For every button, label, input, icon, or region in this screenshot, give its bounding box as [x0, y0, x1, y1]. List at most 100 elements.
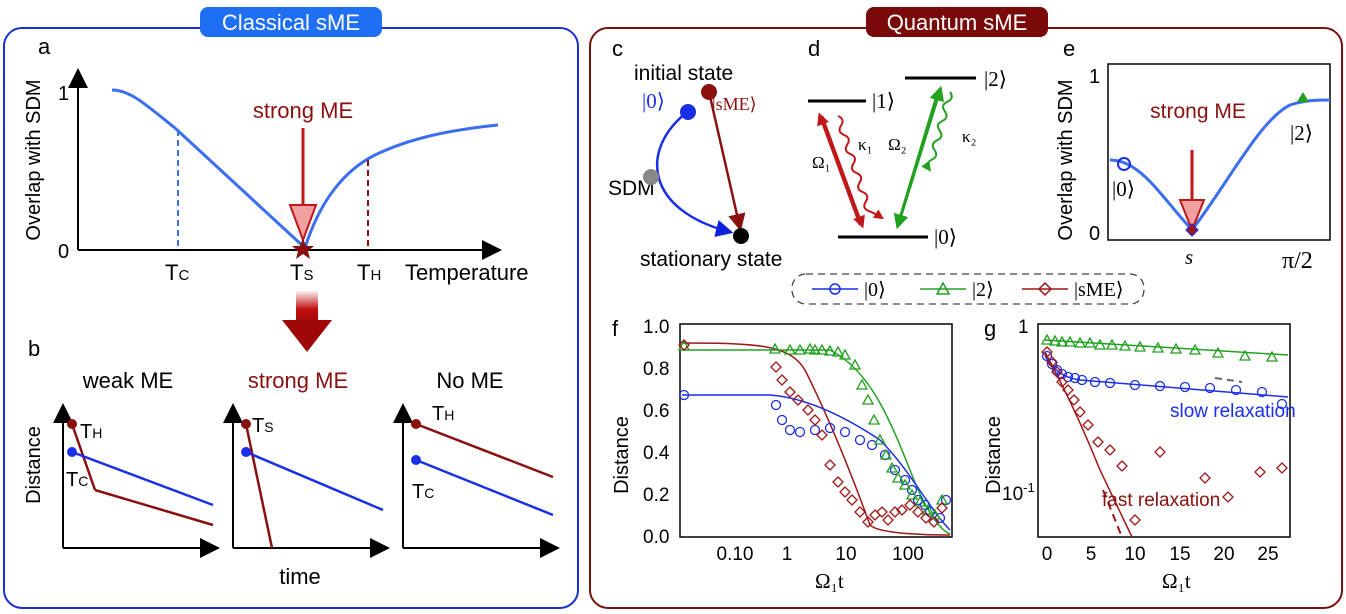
b-sub-strong: strong ME TS	[223, 368, 390, 558]
marker-circle	[866, 439, 878, 451]
marker-triangle	[928, 508, 942, 520]
f-xlabel: Ω₁t	[815, 569, 844, 593]
e-y0: 0	[1089, 223, 1100, 245]
c-initial: initial state	[634, 62, 733, 85]
marker-circle	[889, 464, 901, 476]
g-ytick-1: 1	[1018, 317, 1029, 338]
marker-diamond	[1068, 394, 1080, 406]
marker-triangle	[768, 342, 782, 354]
marker-circle	[1104, 377, 1116, 389]
svg-text:0.4: 0.4	[643, 443, 670, 464]
a-xlabel: Temperature	[405, 260, 529, 285]
g-plot	[1037, 323, 1291, 538]
marker-diamond	[1082, 419, 1094, 431]
svg-text:0.8: 0.8	[643, 359, 669, 380]
svg-text:TS: TS	[252, 415, 274, 437]
marker-diamond	[832, 476, 844, 488]
marker-circle	[1154, 380, 1166, 392]
e-ylabel: Overlap with SDM	[1055, 79, 1077, 240]
marker-triangle	[1151, 341, 1165, 353]
svg-text:TH: TH	[432, 403, 454, 425]
a-tick-tc: TC	[165, 260, 189, 285]
marker-diamond	[936, 502, 948, 514]
marker-diamond	[1104, 444, 1116, 456]
marker-triangle	[848, 358, 862, 370]
a-tick-ts: TS	[290, 260, 313, 285]
legend	[791, 273, 1145, 305]
panel-a-plot	[68, 68, 502, 260]
quantum-title: Quantum sME	[887, 10, 1028, 35]
d-levels	[808, 76, 976, 239]
b-sub-none: No ME TH TC	[393, 368, 560, 558]
d-ket2: |2⟩	[984, 67, 1007, 91]
marker-triangle	[815, 343, 829, 355]
e-ket0: |0⟩	[1112, 177, 1135, 201]
marker-diamond	[912, 506, 924, 518]
c-stationary: stationary state	[640, 248, 782, 271]
marker-circle	[1179, 381, 1191, 393]
e-xs: s	[1185, 245, 1193, 269]
a-star	[292, 238, 314, 259]
c-sdm: SDM	[608, 177, 655, 200]
b-title-weak: weak ME	[82, 368, 173, 393]
marker-diamond	[1116, 460, 1128, 472]
marker-diamond	[1276, 462, 1288, 474]
classical-title: Classical sME	[222, 10, 360, 35]
marker-triangle	[1265, 350, 1279, 362]
panel-e-letter: e	[1063, 36, 1075, 61]
panel-b-letter: b	[28, 336, 40, 361]
marker-triangle	[879, 448, 893, 460]
marker-circle	[1046, 358, 1058, 370]
f-plot	[677, 323, 953, 538]
b-sub-weak: weak ME TH TC	[53, 368, 220, 558]
legend-item-sme: |sME⟩	[1074, 279, 1124, 301]
svg-text:0.6: 0.6	[643, 401, 669, 422]
g-ytick-01: 10-1	[1002, 480, 1035, 505]
marker-circle	[1089, 376, 1101, 388]
e-plot	[1107, 63, 1331, 241]
svg-text:1: 1	[782, 544, 793, 565]
marker-diamond	[1041, 346, 1053, 358]
marker-triangle	[913, 495, 927, 507]
svg-text:0.10: 0.10	[717, 544, 754, 565]
marker-triangle	[1188, 343, 1202, 355]
marker-circle	[1062, 371, 1074, 383]
marker-circle	[1056, 368, 1068, 380]
panel-d-letter: d	[808, 36, 820, 61]
a-strong-label: strong ME	[253, 98, 353, 123]
quantum-badge	[866, 7, 1048, 37]
d-omega1: Ω₁	[812, 153, 831, 172]
marker-circle	[906, 484, 918, 496]
b-xlabel: time	[279, 564, 321, 589]
svg-text:25: 25	[1257, 544, 1278, 565]
marker-triangle	[1211, 346, 1225, 358]
marker-diamond	[816, 429, 828, 441]
marker-triangle	[1063, 335, 1077, 347]
d-ket1: |1⟩	[872, 89, 895, 113]
marker-diamond	[1199, 472, 1211, 484]
marker-diamond	[770, 361, 782, 373]
marker-circle	[1230, 384, 1242, 396]
marker-diamond	[802, 404, 814, 416]
d-kappa2: κ₂	[962, 127, 977, 146]
f-ylabel: Distance	[611, 416, 633, 494]
marker-circle	[912, 494, 924, 506]
marker-circle	[1256, 386, 1268, 398]
svg-text:TH: TH	[80, 421, 102, 443]
marker-triangle	[823, 344, 837, 356]
marker-circle	[854, 434, 866, 446]
svg-text:1.0: 1.0	[643, 317, 669, 338]
marker-triangle	[898, 478, 912, 490]
marker-triangle	[1073, 336, 1087, 348]
marker-diamond	[1254, 466, 1266, 478]
marker-diamond	[1046, 356, 1058, 368]
marker-circle	[899, 474, 911, 486]
marker-diamond	[824, 459, 836, 471]
marker-triangle	[1055, 335, 1069, 347]
marker-triangle	[855, 378, 869, 390]
a-strong-arrow-head	[288, 204, 318, 243]
a-ylabel: Overlap with SDM	[23, 79, 45, 240]
marker-diamond	[889, 506, 901, 518]
big-arrow-shaft	[296, 290, 318, 322]
legend-item-0: |0⟩	[864, 279, 886, 301]
